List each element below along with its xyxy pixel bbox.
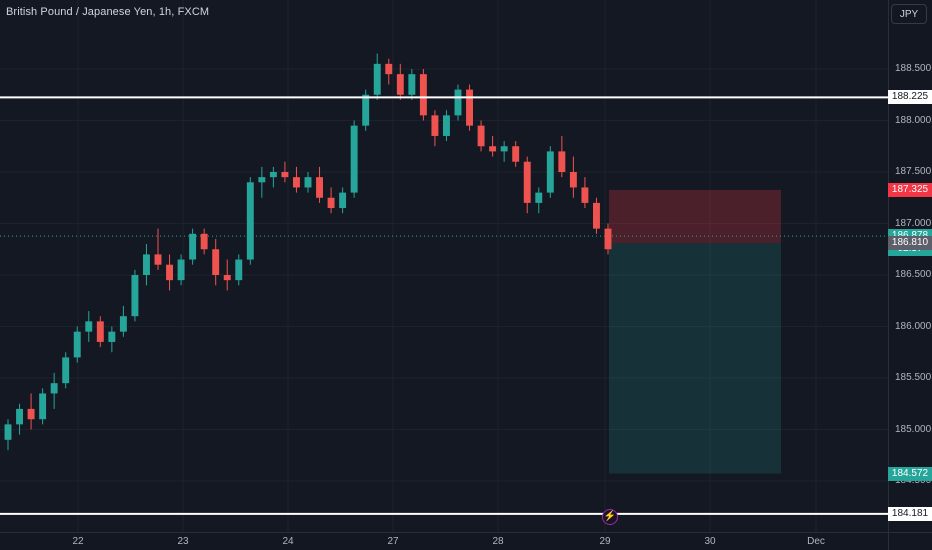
price-scale[interactable] — [888, 0, 932, 532]
candle-body — [293, 177, 300, 188]
take-profit-price-tag: 184.572 — [888, 466, 932, 481]
take-profit-zone — [609, 243, 781, 474]
time-axis-label: 27 — [387, 536, 399, 547]
price-tick-label: 187.500 — [895, 166, 932, 177]
candle-body — [143, 254, 150, 275]
candle-body — [593, 202, 600, 229]
upper-line-price-tag: 188.225 — [888, 90, 932, 105]
time-axis-label: 28 — [492, 536, 504, 547]
candle-body — [408, 74, 416, 95]
candle-body — [558, 151, 566, 172]
chart-area[interactable] — [0, 0, 888, 532]
candle-body — [489, 146, 497, 152]
candle-body — [131, 275, 139, 317]
candle-body — [39, 393, 47, 420]
symbol-title: British Pound / Japanese Yen, 1h, FXCM — [6, 6, 210, 18]
candle-body — [454, 89, 462, 116]
candle-body — [177, 259, 185, 281]
stop-loss-zone — [609, 190, 781, 244]
candle-body — [166, 264, 173, 281]
candle-body — [246, 182, 254, 260]
lightning-icon[interactable]: ⚡ — [602, 509, 618, 525]
candle-body — [350, 125, 358, 193]
candle-body — [4, 424, 12, 440]
candle-body — [431, 115, 439, 136]
time-axis-label: 22 — [72, 536, 84, 547]
candle-body — [327, 197, 335, 209]
stop-loss-price-tag: 187.325 — [888, 183, 932, 198]
candle-body — [235, 259, 243, 281]
candle-body — [73, 331, 81, 358]
candle-body — [96, 321, 104, 342]
entry-price-tag: 186.810 — [888, 236, 932, 251]
candle-body — [569, 172, 577, 188]
candle-body — [223, 275, 231, 281]
time-axis-label: 30 — [704, 536, 716, 547]
candle-body — [258, 177, 266, 183]
candle-body — [50, 383, 58, 394]
candle-body — [62, 357, 70, 384]
candle-body — [535, 192, 543, 203]
time-axis-label: 29 — [599, 536, 611, 547]
candle-body — [281, 172, 289, 178]
time-axis[interactable]: 22 23 24 27 28 29 30 Dec — [0, 532, 888, 550]
candle-body — [316, 177, 323, 198]
candle-body — [85, 321, 93, 332]
candle-body — [339, 192, 347, 209]
price-tick-label: 185.000 — [895, 423, 932, 435]
candle-body — [512, 146, 520, 162]
lower-line-price-tag: 184.181 — [888, 506, 932, 521]
candle-body — [304, 177, 312, 188]
candle-body — [385, 63, 393, 75]
candle-body — [443, 115, 450, 136]
candle-body — [200, 233, 208, 250]
candle-body — [477, 125, 485, 147]
currency-button[interactable]: JPY — [891, 4, 927, 24]
time-axis-label: 24 — [282, 536, 294, 547]
time-axis-label: 23 — [177, 536, 189, 547]
candle-body — [269, 172, 277, 178]
price-tick-label: 187.000 — [895, 217, 932, 229]
candle-body — [396, 74, 404, 95]
price-tick-label: 186.000 — [895, 320, 932, 332]
candle-body — [154, 254, 162, 265]
candle-body — [546, 151, 554, 193]
candle-body — [419, 74, 427, 116]
axis-corner — [888, 532, 932, 550]
candle-body — [373, 63, 381, 95]
candle-body — [604, 228, 612, 250]
candle-body — [523, 161, 531, 203]
candle-body — [16, 408, 23, 425]
candle-body — [362, 94, 370, 126]
candle-body — [189, 233, 197, 260]
price-tick-label: 185.500 — [895, 372, 932, 383]
price-tick-label: 186.500 — [895, 269, 932, 280]
price-tick-label: 188.500 — [895, 63, 932, 74]
time-axis-label: Dec — [807, 536, 825, 547]
price-tick-label: 188.000 — [895, 114, 932, 126]
candle-body — [27, 408, 35, 420]
candle-body — [108, 331, 116, 342]
candle-body — [500, 146, 508, 152]
candlestick-chart[interactable] — [0, 0, 888, 532]
candle-body — [212, 249, 220, 275]
candle-body — [466, 89, 473, 126]
candle-body — [119, 316, 127, 332]
candle-body — [581, 187, 589, 203]
